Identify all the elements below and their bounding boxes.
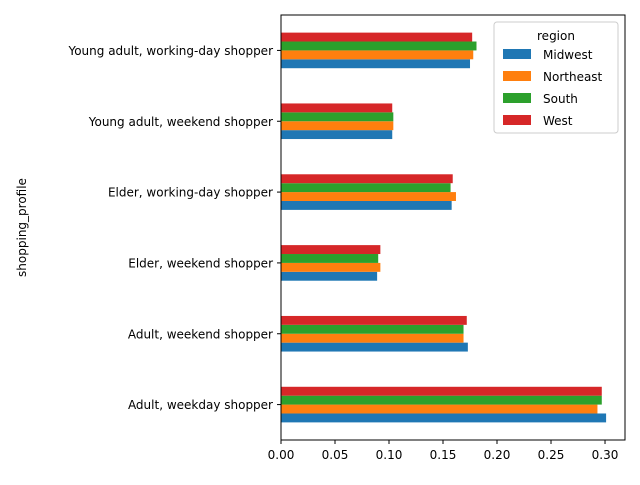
bar-northeast-2 bbox=[281, 262, 381, 272]
bar-midwest-0 bbox=[281, 413, 607, 423]
x-ticks-group: 0.00 0.05 0.10 0.15 0.20 0.25 0.30 bbox=[268, 440, 619, 462]
bar-south-3 bbox=[281, 183, 451, 193]
bar-south-5 bbox=[281, 41, 477, 51]
bar-west-2 bbox=[281, 245, 381, 255]
axes-frame bbox=[280, 14, 626, 441]
bar-midwest-1 bbox=[281, 342, 468, 352]
y-tick-label: Young adult, weekend shopper bbox=[88, 115, 273, 129]
legend-label-west: West bbox=[543, 114, 573, 128]
legend-label-northeast: Northeast bbox=[543, 70, 603, 84]
bar-south-1 bbox=[281, 324, 464, 334]
x-tick-label: 0.20 bbox=[484, 448, 511, 462]
bar-midwest-2 bbox=[281, 271, 378, 281]
bar-west-4 bbox=[281, 103, 393, 113]
legend-title: region bbox=[537, 29, 575, 43]
x-tick-label: 0.15 bbox=[430, 448, 457, 462]
bar-west-1 bbox=[281, 315, 467, 325]
y-tick-label: Young adult, working-day shopper bbox=[67, 44, 273, 58]
bar-midwest-3 bbox=[281, 200, 452, 210]
x-tick-label: 0.05 bbox=[322, 448, 349, 462]
x-tick-label: 0.00 bbox=[268, 448, 295, 462]
x-tick-label: 0.30 bbox=[592, 448, 619, 462]
y-tick-label: Adult, weekend shopper bbox=[128, 327, 273, 341]
bar-northeast-1 bbox=[281, 333, 464, 343]
bar-south-4 bbox=[281, 112, 394, 122]
legend-label-south: South bbox=[543, 92, 578, 106]
legend-swatch-northeast bbox=[503, 71, 531, 81]
legend-swatch-midwest bbox=[503, 49, 531, 59]
legend-swatch-west bbox=[503, 115, 531, 125]
bar-west-3 bbox=[281, 174, 453, 184]
y-tick-label: Adult, weekday shopper bbox=[128, 398, 273, 412]
legend-swatch-south bbox=[503, 93, 531, 103]
bar-south-2 bbox=[281, 254, 379, 263]
bars-group bbox=[281, 32, 607, 423]
bar-northeast-4 bbox=[281, 121, 394, 131]
bar-midwest-5 bbox=[281, 59, 471, 69]
bar-northeast-3 bbox=[281, 192, 456, 201]
y-tick-label: Elder, working-day shopper bbox=[108, 186, 273, 200]
bar-west-0 bbox=[281, 386, 602, 396]
x-tick-label: 0.25 bbox=[538, 448, 565, 462]
bar-northeast-0 bbox=[281, 404, 598, 414]
y-ticks-group: Adult, weekday shopper Adult, weekend sho… bbox=[67, 44, 281, 412]
bar-midwest-4 bbox=[281, 130, 393, 140]
bar-northeast-5 bbox=[281, 50, 474, 60]
y-tick-label: Elder, weekend shopper bbox=[128, 256, 273, 270]
legend-label-midwest: Midwest bbox=[543, 48, 593, 62]
bar-south-0 bbox=[281, 395, 602, 405]
bar-west-5 bbox=[281, 32, 473, 42]
y-axis-label: shopping_profile bbox=[15, 178, 29, 277]
legend: region Midwest Northeast South West bbox=[493, 21, 619, 134]
x-tick-label: 0.10 bbox=[376, 448, 403, 462]
